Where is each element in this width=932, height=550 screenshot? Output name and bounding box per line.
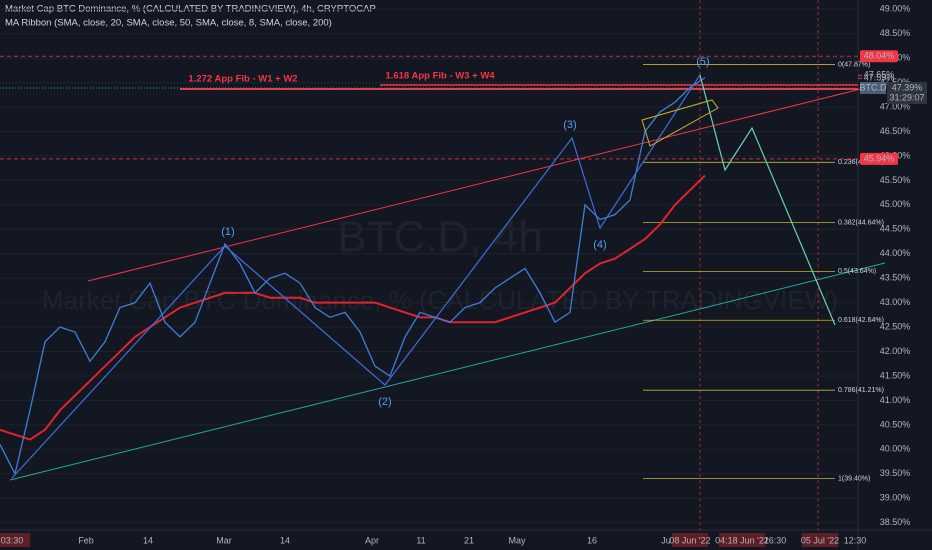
y-tick-label: 47.00% [880,101,911,111]
y-tick-label: 41.50% [880,370,911,380]
x-tick-label: 11 [416,535,425,545]
x-tick-label: May [508,535,526,545]
wave-path [11,74,701,479]
y-tick-label: 42.50% [880,321,911,331]
price-line [0,77,706,476]
y-tick-label: 38.50% [880,517,911,527]
x-tick-label: 03:30 [1,535,24,545]
wave-label: (1) [221,226,234,238]
price-tag-label: 48.04% [864,51,895,61]
countdown: 31:29:07 [889,92,924,102]
x-tick-label: Mar [216,535,232,545]
watermark-name: Market Cap BTC Dominance, % (CALCULATED … [42,285,838,315]
x-tick-highlight [802,533,838,547]
x-tick-label: Ju [661,535,671,545]
y-tick-label: 47.50% [880,77,911,87]
wave-label: (2) [378,396,391,408]
wave-label: (3) [563,119,576,131]
y-tick-label: 43.50% [880,273,911,283]
x-tick-label: 16:30 [764,535,787,545]
fib-label: 1(39.40%) [838,476,870,483]
x-tick-label: 14 [280,535,290,545]
y-tick-label: 44.50% [880,224,911,234]
symbol-tag [860,82,886,95]
projection-path [699,74,836,326]
price-tag-label: 47.65% [864,70,895,80]
y-tick-label: 41.00% [880,395,911,405]
y-tick-label: 40.00% [880,444,911,454]
price-tag [860,152,898,165]
y-tick-label: 40.50% [880,419,911,429]
ma-line [0,174,706,441]
y-tick-label: 45.50% [880,175,911,185]
x-tick-label: 12:30 [844,535,867,545]
fib-label: 0(47.87%) [838,61,870,68]
y-tick-label: 39.00% [880,493,911,503]
symbol-tag-label: BTC.D [860,82,888,92]
y-tick-label: 49.00% [880,4,911,14]
price-tag-label: 45.94% [864,153,895,163]
x-tick-highlight [672,533,708,547]
wave-label: (4) [593,239,606,251]
channel-lower [9,262,886,481]
last-price-tag [887,82,927,105]
x-tick-label: 08 Jun '22 [669,535,710,545]
x-tick-label: 14 [143,535,153,545]
price-tag [860,50,898,63]
annotation: 1.272 App Fib - W1 + W2 [188,74,297,85]
y-tick-label: 39.50% [880,468,911,478]
x-tick-label: 21 [464,535,474,545]
x-tick-label: 16 [587,535,597,545]
fib-label: 0.382(44.64%) [838,219,884,226]
y-tick-label: 42.00% [880,346,911,356]
y-tick-label: 46.50% [880,126,911,136]
y-tick-label: 48.50% [880,28,911,38]
fib-label: 0.618(42.64%) [838,317,884,324]
x-tick-label: 04:18 Jun '22 [715,535,769,545]
y-tick-label: 45.00% [880,199,911,209]
price-tag-label: 47.59% [864,73,895,83]
annotation: 1.618 App Fib - W3 + W4 [385,71,495,82]
fib-label: 0.5(43.64%) [838,268,876,275]
y-tick-label: 44.00% [880,248,911,258]
last-price-label: 47.39% [892,82,923,92]
channel-upper [87,82,886,282]
watermark-symbol: BTC.D, 4h [337,213,542,262]
x-tick-label: 05 Jul '22 [801,535,839,545]
wave-label: (5) [696,56,709,68]
y-tick-label: 43.00% [880,297,911,307]
fib-label: 0.786(41.21%) [838,387,884,394]
x-tick-highlight [719,533,765,547]
x-tick-label: Apr [365,535,379,545]
header-indicator: MA Ribbon (SMA, close, 20, SMA, close, 5… [5,18,332,29]
x-tick-highlight [0,533,30,547]
x-tick-label: Feb [78,535,94,545]
wedge [641,99,719,147]
